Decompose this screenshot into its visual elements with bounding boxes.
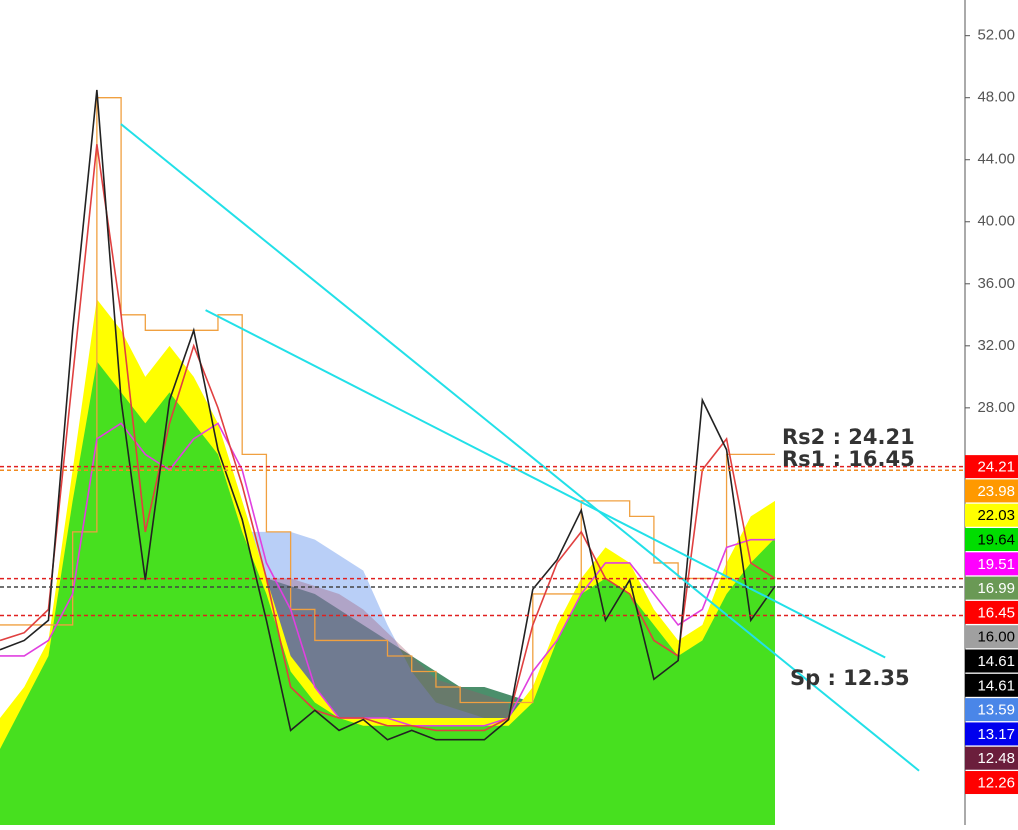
price-tag: [965, 771, 1018, 795]
price-tag-label: 23.98: [977, 483, 1015, 500]
price-tag: [965, 455, 1018, 479]
area: [0, 361, 775, 825]
annotation: Rs2 : 24.21: [782, 425, 915, 449]
price-tag-label: 19.51: [977, 556, 1015, 573]
price-tag-label: 12.26: [977, 774, 1015, 791]
price-tag-label: 22.03: [977, 507, 1015, 524]
y-tick-label: 28.00: [977, 399, 1015, 416]
trendline: [205, 309, 886, 659]
y-tick-label: 44.00: [977, 151, 1015, 168]
price-tag-label: 12.48: [977, 750, 1015, 767]
line: [0, 144, 776, 732]
y-tick-label: 40.00: [977, 213, 1015, 230]
price-tag-label: 13.17: [977, 726, 1015, 743]
annotation: Rs1 : 16.45: [782, 447, 915, 471]
price-tag: [965, 673, 1018, 697]
annotation: Sp : 12.35: [790, 666, 910, 690]
y-tick-label: 36.00: [977, 275, 1015, 292]
price-tag-label: 13.59: [977, 702, 1015, 719]
price-tag-label: 24.21: [977, 459, 1015, 476]
price-tag: [965, 698, 1018, 722]
price-tag-label: 14.61: [977, 653, 1015, 670]
price-tag-label: 14.61: [977, 677, 1015, 694]
price-tag: [965, 746, 1018, 770]
price-tag-label: 16.99: [977, 580, 1015, 597]
line: [0, 422, 775, 727]
line: [0, 89, 776, 741]
price-tag: [965, 649, 1018, 673]
price-tag: [965, 503, 1018, 527]
price-tag: [965, 528, 1018, 552]
price-tag: [965, 576, 1018, 600]
price-tag: [965, 625, 1018, 649]
price-tag-label: 19.64: [977, 531, 1015, 548]
plot-area: [0, 89, 965, 825]
price-tag: [965, 722, 1018, 746]
trendline: [120, 123, 920, 772]
price-tag-label: 16.45: [977, 604, 1015, 621]
line: [0, 97, 775, 704]
price-tag-label: 16.00: [977, 629, 1015, 646]
price-tag: [965, 479, 1018, 503]
price-tag: [965, 552, 1018, 576]
y-tick-label: 48.00: [977, 89, 1015, 106]
y-tick-label: 32.00: [977, 337, 1015, 354]
price-tag: [965, 600, 1018, 624]
y-tick-label: 52.00: [977, 27, 1015, 44]
